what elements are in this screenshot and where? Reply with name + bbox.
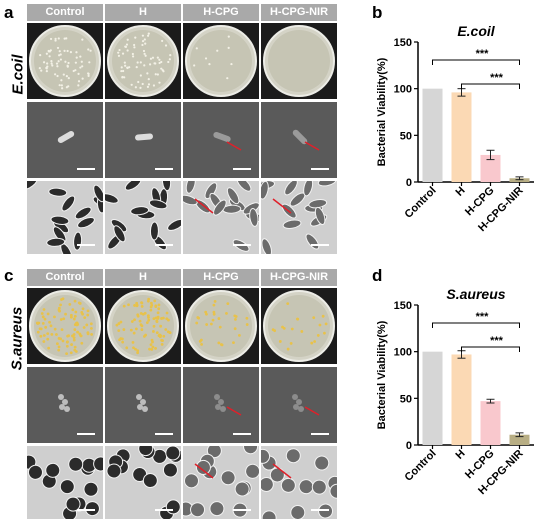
agar-plate-photo bbox=[27, 23, 103, 99]
y-tick-label: 150 bbox=[394, 300, 412, 312]
scale-bar bbox=[155, 168, 173, 170]
significance-label: *** bbox=[476, 311, 490, 323]
column-header: Control bbox=[27, 4, 103, 21]
chart-title: S.aureus bbox=[446, 286, 505, 302]
sem-micrograph bbox=[261, 367, 337, 443]
x-tick-label: H bbox=[454, 448, 468, 462]
agar-plate-photo bbox=[261, 288, 337, 364]
column-header: Control bbox=[27, 269, 103, 286]
agar-plate-photo bbox=[261, 23, 337, 99]
sem-micrograph bbox=[27, 367, 103, 443]
y-tick-label: 0 bbox=[406, 440, 412, 452]
column-header: H-CPG-NIR bbox=[261, 269, 337, 286]
panel-letter-b: b bbox=[372, 3, 383, 22]
agar-plate-photo bbox=[105, 288, 181, 364]
scale-bar bbox=[233, 168, 251, 170]
bar-control bbox=[422, 351, 443, 445]
panel-letter-c: c bbox=[4, 266, 14, 285]
significance-label: *** bbox=[476, 48, 490, 60]
image-grid-ecoli: Control H H-CPG H-CPG-NIR bbox=[27, 4, 337, 254]
column-header: H bbox=[105, 4, 181, 21]
sem-micrograph bbox=[183, 102, 259, 178]
x-tick-label: Control bbox=[402, 185, 438, 221]
tem-micrograph bbox=[261, 446, 337, 519]
column-header: H-CPG bbox=[183, 269, 259, 286]
agar-plate-photo bbox=[183, 23, 259, 99]
scale-bar bbox=[155, 509, 173, 511]
scale-bar bbox=[311, 244, 329, 246]
column-header: H-CPG-NIR bbox=[261, 4, 337, 21]
panel-letter-a: a bbox=[4, 3, 14, 22]
scale-bar bbox=[311, 509, 329, 511]
agar-plate-photo bbox=[105, 23, 181, 99]
chart-ecoli-viability: E.coil Bacterial Viability(%) 0 50 100 150 Con… bbox=[376, 23, 534, 234]
y-tick-label: 100 bbox=[394, 84, 412, 96]
agar-plate-photo bbox=[27, 288, 103, 364]
scale-bar bbox=[233, 433, 251, 435]
scale-bar bbox=[311, 433, 329, 435]
scale-bar bbox=[77, 244, 95, 246]
bar-h-cpg bbox=[480, 154, 501, 182]
sem-micrograph bbox=[105, 102, 181, 178]
x-tick-label: H bbox=[454, 185, 468, 199]
column-header: H bbox=[105, 269, 181, 286]
tem-micrograph bbox=[261, 181, 337, 254]
organism-label-ecoli: E.coil bbox=[9, 54, 27, 95]
y-tick-label: 150 bbox=[394, 37, 412, 49]
scale-bar bbox=[77, 433, 95, 435]
significance-bracket bbox=[461, 83, 520, 89]
image-grid-saureus: Control H H-CPG H-CPG-NIR bbox=[27, 269, 337, 519]
scale-bar bbox=[77, 168, 95, 170]
agar-plate-photo bbox=[183, 288, 259, 364]
scale-bar bbox=[77, 509, 95, 511]
tem-micrograph bbox=[183, 181, 259, 254]
y-axis-label: Bacterial Viability(%) bbox=[376, 320, 388, 429]
tem-micrograph bbox=[105, 446, 181, 519]
bar-h bbox=[451, 354, 472, 445]
y-axis-label: Bacterial Viability(%) bbox=[376, 57, 388, 166]
chart-saureus-viability: S.aureus Bacterial Viability(%) 0 50 100 150 C… bbox=[376, 286, 534, 497]
bar-h-cpg-nir bbox=[509, 434, 530, 445]
tem-micrograph bbox=[27, 181, 103, 254]
scale-bar bbox=[233, 509, 251, 511]
bar-h-cpg bbox=[480, 401, 501, 445]
tem-micrograph bbox=[183, 446, 259, 519]
tem-micrograph bbox=[27, 446, 103, 519]
sem-micrograph bbox=[27, 102, 103, 178]
significance-bracket bbox=[432, 322, 520, 328]
sem-micrograph bbox=[183, 367, 259, 443]
scale-bar bbox=[155, 244, 173, 246]
tem-micrograph bbox=[105, 181, 181, 254]
scale-bar bbox=[311, 168, 329, 170]
significance-bracket bbox=[461, 346, 520, 352]
scale-bar bbox=[155, 433, 173, 435]
x-tick-label: Control bbox=[402, 448, 438, 484]
panel-letter-d: d bbox=[372, 266, 383, 285]
sem-micrograph bbox=[261, 102, 337, 178]
y-tick-label: 100 bbox=[394, 347, 412, 359]
organism-label-saureus: S.aureus bbox=[8, 306, 26, 371]
y-tick-label: 50 bbox=[400, 393, 412, 405]
sem-micrograph bbox=[105, 367, 181, 443]
column-header: H-CPG bbox=[183, 4, 259, 21]
y-tick-label: 50 bbox=[400, 130, 412, 142]
significance-bracket bbox=[432, 59, 520, 65]
bar-control bbox=[422, 88, 443, 182]
bar-h bbox=[451, 92, 472, 182]
significance-label: *** bbox=[490, 335, 504, 347]
scale-bar bbox=[233, 244, 251, 246]
chart-title: E.coil bbox=[457, 23, 495, 39]
y-tick-label: 0 bbox=[406, 177, 412, 189]
significance-label: *** bbox=[490, 72, 504, 84]
